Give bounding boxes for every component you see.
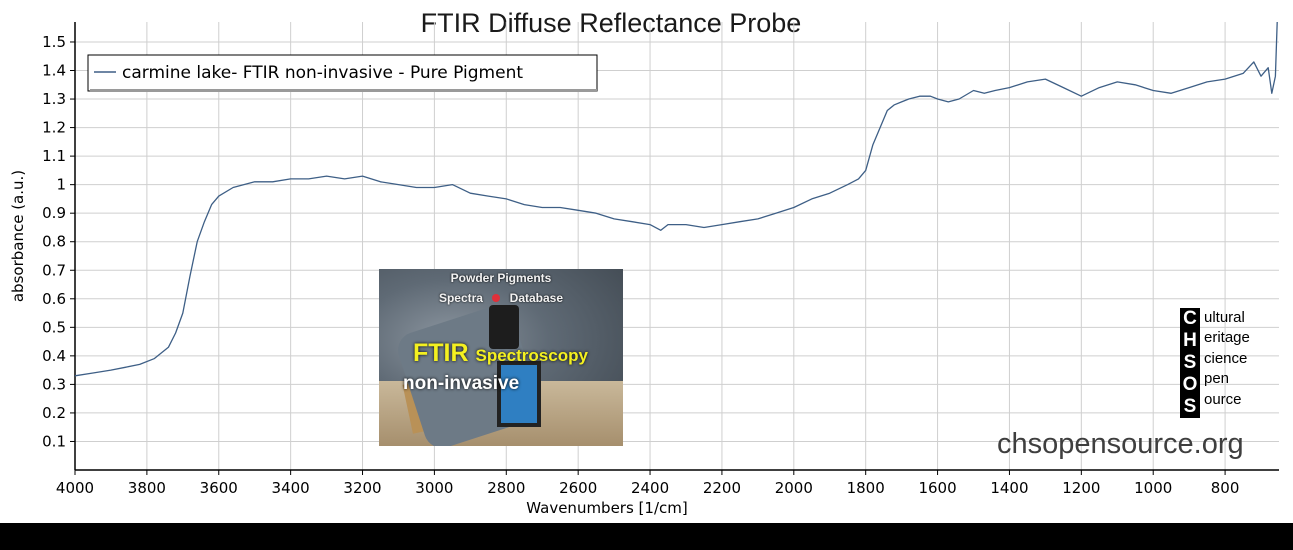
logo-word: ultural xyxy=(1204,309,1245,326)
grid-layer xyxy=(74,22,1279,470)
website-url: chsopensource.org xyxy=(997,428,1244,460)
y-tick-label: 0.2 xyxy=(42,404,66,422)
x-tick-label: 3800 xyxy=(128,479,166,497)
x-tick-label: 1000 xyxy=(1134,479,1172,497)
y-tick-label: 0.5 xyxy=(42,318,66,336)
chsos-logo-words: ultural eritage cience pen ource xyxy=(1204,308,1250,410)
legend-box xyxy=(87,54,598,92)
logo-word: ource xyxy=(1204,390,1242,408)
photo-spectroscopy-word: Spectroscopy xyxy=(475,346,588,365)
chsos-logo-letters: C H S O S xyxy=(1180,308,1200,418)
logo-word: eritage xyxy=(1204,329,1250,347)
y-tick-label: 1.5 xyxy=(42,33,66,51)
x-tick-label: 2600 xyxy=(559,479,597,497)
photo-ftir-word: FTIR xyxy=(413,339,469,367)
logo-letter: O xyxy=(1182,374,1198,395)
y-tick-label: 1.4 xyxy=(42,62,66,80)
photo-probe-head xyxy=(489,305,519,349)
y-tick-label: 0.8 xyxy=(42,233,66,251)
photo-text-line1: Powder Pigments xyxy=(450,271,552,285)
x-tick-label: 2200 xyxy=(703,479,741,497)
y-tick-label: 1 xyxy=(56,176,66,194)
axis-layer xyxy=(70,22,1279,475)
y-tick-label: 0.4 xyxy=(42,347,66,365)
x-tick-label: 1400 xyxy=(990,479,1028,497)
series-line xyxy=(74,21,1278,377)
logo-word: pen xyxy=(1204,370,1230,388)
x-tick-label: 2000 xyxy=(775,479,813,497)
x-tick-label: 4000 xyxy=(56,479,94,497)
x-axis-title: Wavenumbers [1/cm] xyxy=(526,499,687,517)
y-tick-label: 0.7 xyxy=(42,261,66,279)
logo-letter: C xyxy=(1183,308,1197,329)
y-tick-label: 0.9 xyxy=(42,204,66,222)
photo-ftir-text: FTIR Spectroscopy xyxy=(413,339,588,368)
y-tick-label: 1.3 xyxy=(42,90,66,108)
y-tick-label: 0.6 xyxy=(42,290,66,308)
bottom-bar xyxy=(0,523,1293,550)
legend: carmine lake- FTIR non-invasive - Pure P… xyxy=(87,54,598,92)
x-tick-label: 800 xyxy=(1211,479,1240,497)
y-tick-label: 1.2 xyxy=(42,119,66,137)
legend-shadow xyxy=(90,89,597,92)
legend-label: carmine lake- FTIR non-invasive - Pure P… xyxy=(122,63,523,83)
logo-word: cience xyxy=(1204,349,1248,367)
photo-noninvasive-text: non-invasive xyxy=(403,373,520,394)
x-tick-label: 3000 xyxy=(415,479,453,497)
x-tick-label: 1600 xyxy=(918,479,956,497)
y-axis-title: absorbance (a.u.) xyxy=(9,170,27,302)
photo-device-screen xyxy=(497,361,541,427)
series-layer xyxy=(74,21,1278,377)
y-tick-label: 1.1 xyxy=(42,147,66,165)
chart-title: FTIR Diffuse Reflectance Probe xyxy=(420,8,802,38)
x-tick-label: 1200 xyxy=(1062,479,1100,497)
x-tick-label: 2400 xyxy=(631,479,669,497)
x-tick-label: 3600 xyxy=(200,479,238,497)
x-tick-label: 2800 xyxy=(487,479,525,497)
label-layer: 4000 3800 3600 3400 3200 3000 2800 2600 2400 2200… xyxy=(9,33,1239,517)
x-tick-label: 3200 xyxy=(343,479,381,497)
photo-text-spectra: Spectra xyxy=(438,291,483,305)
x-tick-label: 3400 xyxy=(272,479,310,497)
photo-text-line2: Spectra Database xyxy=(379,291,623,305)
y-tick-label: 0.1 xyxy=(42,432,66,450)
logo-letter: S xyxy=(1183,352,1197,373)
logo-letter: S xyxy=(1183,396,1197,417)
photo-text-database: Database xyxy=(509,291,564,305)
x-tick-label: 1800 xyxy=(847,479,885,497)
photo-red-dot-icon xyxy=(492,294,501,302)
y-tick-label: 0.3 xyxy=(42,375,66,393)
ftir-probe-photo: Powder Pigments Spectra Database FTIR Sp… xyxy=(379,269,623,446)
logo-letter: H xyxy=(1183,330,1197,351)
